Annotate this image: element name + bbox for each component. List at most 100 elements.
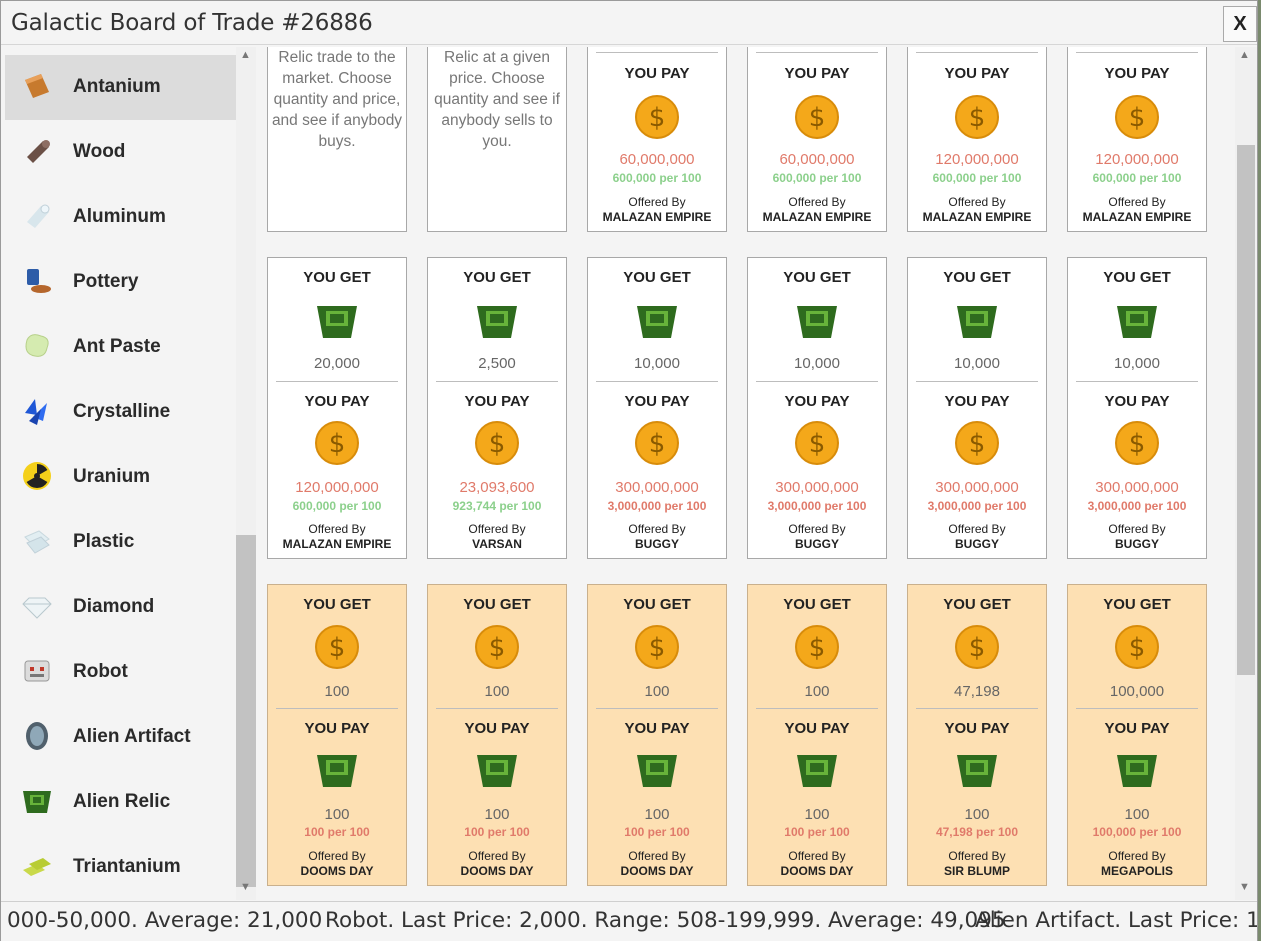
svg-text:$: $: [329, 429, 346, 459]
divider: [276, 381, 398, 382]
svg-text:$: $: [969, 429, 986, 459]
sidebar-item-label: Triantanium: [73, 856, 181, 877]
you-get-label: YOU GET: [303, 596, 371, 613]
offer-card[interactable]: YOU GET $100,000 YOU PAY 100 100,000 per 100…: [1067, 584, 1207, 886]
coin-icon: $: [795, 625, 839, 669]
offered-by-label: Offered By: [788, 522, 846, 536]
coin-icon: $: [955, 421, 999, 465]
description-line: price. Choose: [449, 70, 545, 87]
sidebar-item-wood[interactable]: Wood: [5, 120, 236, 185]
sidebar-item-pottery[interactable]: Pottery: [5, 250, 236, 315]
scroll-down-arrow-icon[interactable]: ▼: [1239, 881, 1250, 893]
sidebar-item-triantanium[interactable]: Triantanium: [5, 835, 236, 900]
sidebar-item-crystalline[interactable]: Crystalline: [5, 380, 236, 445]
get-amount: 100: [804, 683, 830, 700]
sidebar-item-uranium[interactable]: Uranium: [5, 445, 236, 510]
sidebar-item-label: Pottery: [73, 271, 139, 292]
you-get-label: YOU GET: [1103, 269, 1171, 286]
close-button[interactable]: X: [1223, 6, 1257, 42]
alien-relic-icon: [795, 304, 839, 340]
ticker-segment: 000-50,000. Average: 21,000: [7, 908, 323, 933]
offer-card[interactable]: YOU GET 10,000 YOU PAY $300,000,000 3,000,00…: [907, 257, 1047, 559]
alien-relic-icon: [21, 785, 53, 817]
offer-card[interactable]: YOU GET 10,000 YOU PAY $300,000,000 3,000,00…: [747, 257, 887, 559]
sidebar-item-ant-paste[interactable]: Ant Paste: [5, 315, 236, 380]
pay-amount: 100: [964, 806, 990, 823]
sidebar-scroll-thumb[interactable]: [236, 535, 256, 887]
ticker-segment: Alien Artifact. Last Price: 100.: [975, 908, 1257, 933]
description-line: Relic at a given: [444, 49, 550, 66]
card-description: Relic trade to the market. Choose quantity…: [270, 47, 404, 152]
offer-card[interactable]: YOU GET $100 YOU PAY 100 100 per 100 Offered …: [587, 584, 727, 886]
offered-by-name: DOOMS DAY: [460, 864, 534, 878]
offer-card[interactable]: Relic at a given price. Choose quantity an…: [427, 47, 567, 232]
offered-by-label: Offered By: [788, 849, 846, 863]
coin-icon: $: [795, 421, 839, 465]
you-pay-label: YOU PAY: [944, 720, 1010, 737]
alien-artifact-icon: [21, 720, 53, 752]
offered-by-name: BUGGY: [794, 537, 839, 551]
sidebar-item-label: Aluminum: [73, 206, 166, 227]
alien-relic-icon: [635, 304, 679, 340]
sidebar-scrollbar[interactable]: ▲ ▼: [236, 47, 256, 900]
sidebar-item-alien-relic[interactable]: Alien Relic: [5, 770, 236, 835]
robot-icon: [21, 655, 53, 687]
you-pay-label: YOU PAY: [944, 65, 1010, 82]
divider: [756, 52, 878, 53]
offered-by-label: Offered By: [628, 522, 686, 536]
offer-card[interactable]: YOU GET 10,000 YOU PAY $300,000,000 3,000,00…: [1067, 257, 1207, 559]
sidebar-item-alien-artifact[interactable]: Alien Artifact: [5, 705, 236, 770]
offers-scroll-thumb[interactable]: [1237, 145, 1255, 675]
description-line: and see if anybody: [271, 112, 403, 129]
offer-card[interactable]: YOU GET $47,198 YOU PAY 100 47,198 per 100 Of…: [907, 584, 1047, 886]
offer-card[interactable]: YOU GET $100 YOU PAY 100 100 per 100 Offered …: [747, 584, 887, 886]
offered-by-name: MALAZAN EMPIRE: [282, 537, 392, 551]
coin-icon: $: [635, 421, 679, 465]
offer-card[interactable]: YOU PAY $60,000,000 600,000 per 100 Offered…: [587, 47, 727, 232]
sidebar-item-robot[interactable]: Robot: [5, 640, 236, 705]
offers-scrollbar[interactable]: ▲ ▼: [1235, 47, 1257, 900]
divider: [756, 708, 878, 709]
alien-relic-icon: [315, 753, 359, 789]
per-unit-price: 600,000 per 100: [932, 171, 1022, 185]
title-bar: Galactic Board of Trade #26886 X: [1, 1, 1257, 45]
offer-card[interactable]: YOU GET 2,500 YOU PAY $23,093,600 923,744 pe…: [427, 257, 567, 559]
sidebar-item-plastic[interactable]: Plastic: [5, 510, 236, 575]
offer-card[interactable]: YOU GET 10,000 YOU PAY $300,000,000 3,000,00…: [587, 257, 727, 559]
alien-relic-icon: [955, 753, 999, 789]
coin-icon: $: [1115, 95, 1159, 139]
svg-text:$: $: [809, 633, 826, 663]
offer-card[interactable]: YOU PAY $60,000,000 600,000 per 100 Offered…: [747, 47, 887, 232]
per-unit-price: 100 per 100: [624, 825, 690, 839]
offer-card[interactable]: YOU GET $100 YOU PAY 100 100 per 100 Offered …: [267, 584, 407, 886]
scroll-up-arrow-icon[interactable]: ▲: [1239, 49, 1250, 61]
you-pay-label: YOU PAY: [624, 65, 690, 82]
offer-card[interactable]: Relic trade to the market. Choose quantity…: [267, 47, 407, 232]
sidebar-item-diamond[interactable]: Diamond: [5, 575, 236, 640]
pay-amount: 300,000,000: [935, 479, 1019, 496]
coin-icon: $: [635, 95, 679, 139]
you-pay-label: YOU PAY: [784, 65, 850, 82]
sidebar-item-antanium[interactable]: Antanium: [5, 55, 236, 120]
offer-card[interactable]: YOU PAY $120,000,000 600,000 per 100 Offere…: [1067, 47, 1207, 232]
sidebar-item-label: Alien Relic: [73, 791, 171, 812]
you-get-label: YOU GET: [943, 269, 1011, 286]
per-unit-price: 100 per 100: [784, 825, 850, 839]
description-line: market. Choose: [282, 70, 392, 87]
scroll-down-arrow-icon[interactable]: ▼: [240, 881, 251, 893]
offer-card[interactable]: YOU GET $100 YOU PAY 100 100 per 100 Offered …: [427, 584, 567, 886]
divider: [1076, 708, 1198, 709]
coin-icon: $: [475, 625, 519, 669]
offered-by-label: Offered By: [948, 849, 1006, 863]
pay-amount: 100: [804, 806, 830, 823]
alien-relic-icon: [955, 304, 999, 340]
offer-card[interactable]: YOU PAY $120,000,000 600,000 per 100 Offere…: [907, 47, 1047, 232]
scroll-up-arrow-icon[interactable]: ▲: [240, 49, 251, 61]
per-unit-price: 3,000,000 per 100: [767, 499, 867, 513]
divider: [916, 52, 1038, 53]
sidebar-item-aluminum[interactable]: Aluminum: [5, 185, 236, 250]
offered-by-label: Offered By: [948, 522, 1006, 536]
ticker-segment: Robot. Last Price: 2,000. Range: 508-199…: [325, 908, 1006, 933]
you-pay-label: YOU PAY: [624, 393, 690, 410]
offer-card[interactable]: YOU GET 20,000 YOU PAY $120,000,000 600,000 …: [267, 257, 407, 559]
